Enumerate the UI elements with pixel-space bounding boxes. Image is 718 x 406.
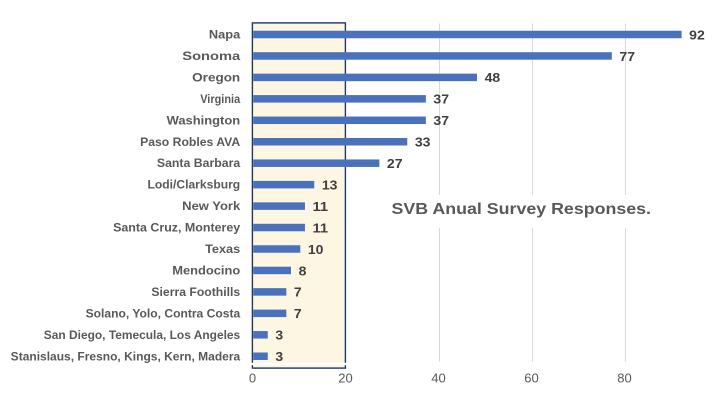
- svg-text:Paso Robles AVA: Paso Robles AVA: [140, 135, 240, 149]
- svg-text:Sonoma: Sonoma: [182, 49, 240, 63]
- svg-text:8: 8: [299, 264, 307, 278]
- svg-text:37: 37: [433, 93, 449, 107]
- svg-text:7: 7: [294, 286, 302, 300]
- svg-text:37: 37: [433, 114, 449, 128]
- svg-text:Lodi/Clarksburg: Lodi/Clarksburg: [148, 178, 241, 192]
- svg-text:77: 77: [619, 50, 635, 64]
- svg-text:48: 48: [485, 71, 501, 85]
- svg-text:Sierra Foothills: Sierra Foothills: [151, 285, 240, 299]
- svg-text:20: 20: [338, 371, 352, 386]
- svg-text:40: 40: [431, 371, 445, 386]
- svg-text:10: 10: [308, 243, 324, 257]
- svg-text:80: 80: [617, 371, 631, 386]
- svg-text:SVB Anual Survey Responses.: SVB Anual Survey Responses.: [392, 201, 652, 218]
- svg-text:Stanislaus, Fresno, Kings, Ker: Stanislaus, Fresno, Kings, Kern, Madera: [11, 349, 241, 363]
- svg-text:0: 0: [249, 371, 256, 386]
- svg-text:11: 11: [313, 200, 329, 214]
- svg-text:New York: New York: [182, 199, 240, 213]
- svg-text:13: 13: [322, 178, 338, 192]
- svg-text:Texas: Texas: [205, 242, 240, 256]
- svg-text:Santa Cruz, Monterey: Santa Cruz, Monterey: [113, 221, 240, 235]
- svg-text:Oregon: Oregon: [192, 70, 240, 84]
- svg-text:Virginia: Virginia: [200, 92, 240, 106]
- svg-text:Santa Barbara: Santa Barbara: [157, 156, 241, 170]
- svg-text:3: 3: [275, 329, 283, 343]
- svg-text:San Diego, Temecula, Los Angel: San Diego, Temecula, Los Angeles: [44, 328, 241, 342]
- svg-text:92: 92: [689, 28, 705, 42]
- svg-text:7: 7: [294, 307, 302, 321]
- svg-text:33: 33: [415, 136, 431, 150]
- svg-text:60: 60: [524, 371, 538, 386]
- svg-text:Napa: Napa: [209, 28, 241, 42]
- svg-text:Mendocino: Mendocino: [172, 263, 240, 277]
- svg-text:11: 11: [313, 221, 329, 235]
- svg-text:3: 3: [275, 350, 283, 364]
- svg-text:27: 27: [387, 157, 403, 171]
- svg-text:Washington: Washington: [167, 113, 241, 127]
- svg-text:Solano, Yolo, Contra Costa: Solano, Yolo, Contra Costa: [86, 306, 241, 320]
